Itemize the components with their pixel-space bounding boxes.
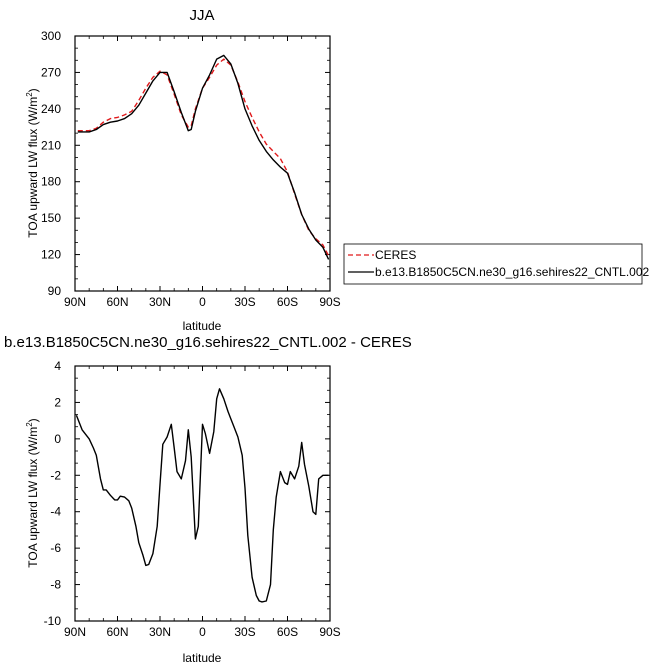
top-series-lines [77,54,330,260]
bottom-y-tick-label: 2 [54,395,61,409]
bottom-x-tick-label: 30N [149,625,171,639]
bottom-ticks: 90N 60N 30N 0 30S 60S 90S -10 -8 -6 -4 -2 0 2 4 [44,359,341,639]
bottom-series-lines [75,388,329,603]
bottom-x-tick-label: 60N [106,625,128,639]
top-y-tick-label: 270 [41,65,61,79]
top-panel-title: JJA [189,7,214,24]
bottom-panel: b.e13.B1850C5CN.ne30_g16.sehires22_CNTL.… [4,334,412,665]
top-y-tick-label: 210 [41,138,61,152]
top-x-tick-label: 60N [106,295,128,309]
top-x-tick-label: 30N [149,295,171,309]
bottom-x-tick-label: 90N [64,625,86,639]
bottom-x-tick-label: 0 [199,625,206,639]
legend-label-model: b.e13.B1850C5CN.ne30_g16.sehires22_CNTL.… [375,265,650,279]
bottom-panel-title: b.e13.B1850C5CN.ne30_g16.sehires22_CNTL.… [4,334,412,351]
bottom-y-tick-label: -10 [44,614,62,628]
bottom-y-tick-label: -8 [50,578,61,592]
bottom-x-tick-label: 90S [319,625,340,639]
top-series-line-1 [77,54,330,260]
bottom-y-tick-label: -2 [50,468,61,482]
bottom-y-axis-label: TOA upward LW flux (W/m2) [25,418,40,567]
bottom-series-line-0 [75,388,329,603]
top-y-tick-label: 90 [48,284,62,298]
bottom-x-tick-label: 30S [234,625,255,639]
bottom-y-tick-label: -6 [50,541,61,555]
legend-box [343,243,643,285]
bottom-y-tick-label: 0 [54,432,61,446]
top-x-tick-label: 90S [319,295,340,309]
top-y-tick-label: 150 [41,211,61,225]
bottom-y-tick-label: -4 [50,505,61,519]
bottom-y-tick-label: 4 [54,359,61,373]
top-x-axis-label: latitude [183,319,222,333]
top-ticks: 90N 60N 30N 0 30S 60S 90S 90 120 150 180 210 240 270 3… [41,29,341,309]
top-y-tick-label: 120 [41,248,61,262]
top-y-tick-label: 180 [41,175,61,189]
bottom-x-axis-label: latitude [183,651,222,665]
bottom-plot-frame [74,365,331,622]
top-panel: JJA 90N 60N 30N 0 30S 60S 90S 90 120 150 180 210 240… [25,7,341,333]
top-x-tick-label: 90N [64,295,86,309]
top-x-tick-label: 30S [234,295,255,309]
top-y-tick-label: 240 [41,102,61,116]
top-x-tick-label: 60S [277,295,298,309]
top-plot-frame [74,35,331,292]
top-series-line-0 [77,58,330,257]
top-y-tick-label: 300 [41,29,61,43]
legend-label-ceres: CERES [375,248,416,262]
legend: CERES b.e13.B1850C5CN.ne30_g16.sehires22… [343,243,650,285]
top-y-axis-label: TOA upward LW flux (W/m2) [25,88,40,237]
top-x-tick-label: 0 [199,295,206,309]
bottom-x-tick-label: 60S [277,625,298,639]
